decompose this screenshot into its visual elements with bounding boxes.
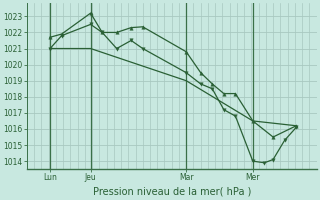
X-axis label: Pression niveau de la mer( hPa ): Pression niveau de la mer( hPa ) xyxy=(92,187,251,197)
